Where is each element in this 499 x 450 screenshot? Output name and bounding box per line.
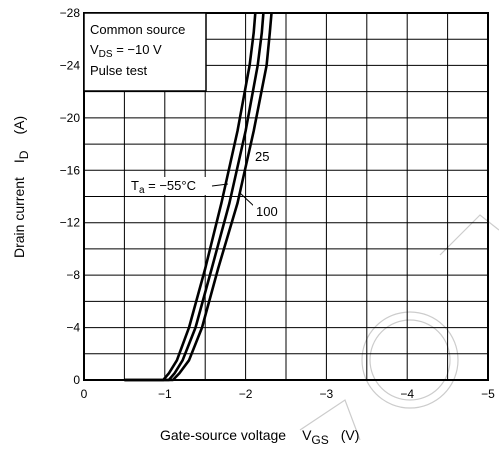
y-tick-label: −16 [60, 163, 81, 177]
y-tick-label: −20 [60, 111, 81, 125]
y-tick-labels: 0 −4 −8 −12 −16 −20 −24 −28 [60, 6, 81, 387]
y-axis-label: Drain current ID (A) [11, 116, 31, 258]
y-axis-label-symbol: I [11, 159, 27, 163]
series-line-1 [124, 12, 265, 382]
x-tick-label: −3 [320, 387, 334, 401]
series-line-2 [124, 12, 273, 382]
condition-vds-symbol: V [90, 42, 99, 57]
x-tick-labels: 0 −1 −2 −3 −4 −5 [81, 387, 496, 401]
y-axis-label-subscript: D [17, 150, 31, 159]
ta-subscript: a [139, 185, 145, 196]
ta-symbol: T [131, 178, 139, 193]
y-axis-label-main: Drain current [11, 177, 27, 258]
x-axis-label-main: Gate-source voltage [160, 427, 286, 443]
x-axis-label: Gate-source voltage VGS (V) [160, 427, 359, 447]
x-tick-label: −1 [158, 387, 172, 401]
y-tick-label: 0 [73, 373, 80, 387]
condition-common-source: Common source [90, 22, 185, 37]
x-tick-label: 0 [81, 387, 88, 401]
condition-vds: VDS = −10 V [90, 42, 162, 60]
condition-pulse-test: Pulse test [90, 63, 147, 78]
y-tick-label: −12 [60, 216, 81, 230]
series-line-0 [124, 12, 257, 382]
ta-label-bg [128, 177, 212, 195]
x-tick-label: −2 [239, 387, 253, 401]
label-100-bg [253, 203, 281, 220]
x-tick-label: −4 [400, 387, 414, 401]
x-tick-label: −5 [481, 387, 495, 401]
label-25-bg [253, 148, 273, 165]
condition-vds-value: = −10 V [113, 42, 162, 57]
plot-frame [83, 12, 489, 381]
condition-vds-subscript: DS [99, 49, 113, 60]
conditions-box [83, 12, 207, 92]
y-tick-label: −24 [60, 58, 81, 72]
y-tick-label: −8 [66, 268, 80, 282]
watermark-graphic [299, 214, 499, 441]
plot-series [124, 12, 273, 382]
x-axis-label-unit: (V) [341, 427, 360, 443]
ta-label: Ta = −55°C [131, 178, 196, 196]
series-label-25: 25 [255, 149, 269, 164]
x-axis-label-symbol: V [302, 427, 312, 443]
x-axis-label-subscript: GS [311, 433, 328, 447]
y-tick-label: −28 [60, 6, 81, 20]
ta-value: = −55°C [145, 178, 196, 193]
ta-leader-line [211, 183, 229, 187]
y-axis-label-unit: (A) [11, 116, 27, 135]
y-tick-label: −4 [66, 321, 80, 335]
series-label-100: 100 [256, 204, 278, 219]
